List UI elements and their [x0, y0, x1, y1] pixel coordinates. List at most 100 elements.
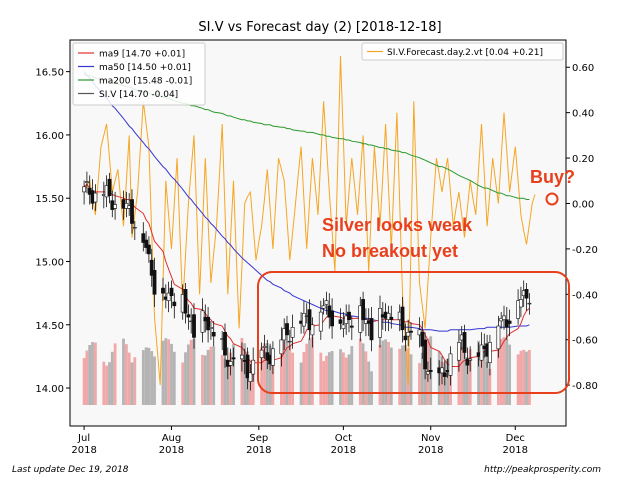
candle-body: [389, 316, 394, 321]
volume-bar: [150, 351, 154, 405]
volume-bar: [82, 358, 86, 405]
volume-bar: [265, 343, 269, 405]
right-tick-label: 0.40: [572, 109, 594, 120]
volume-bar: [271, 351, 275, 405]
volume-bar: [209, 346, 213, 405]
volume-bar: [164, 338, 168, 405]
chart-title: SI.V vs Forecast day (2) [2018-12-18]: [198, 20, 441, 35]
candle-body: [132, 227, 137, 229]
volume-bar: [401, 345, 404, 405]
candle-body: [307, 309, 312, 331]
volume-bar: [519, 350, 523, 405]
candle-body: [527, 302, 532, 305]
candle-body: [318, 311, 323, 332]
candle-body: [166, 292, 171, 302]
volume-bar: [187, 344, 190, 405]
volume-bar: [502, 337, 506, 405]
candle-body: [502, 315, 506, 320]
candle-body: [231, 357, 236, 360]
candle-body: [409, 330, 413, 333]
left-tick-label: 14.00: [35, 384, 64, 395]
volume-bar: [268, 345, 272, 405]
candle-body: [183, 288, 188, 314]
volume-bar: [285, 341, 289, 405]
volume-bar: [88, 345, 92, 405]
candle-body: [223, 331, 227, 356]
candle-body: [465, 358, 470, 366]
volume-bar: [308, 338, 311, 405]
candle-body: [113, 204, 118, 209]
right-tick-label: -0.20: [572, 245, 598, 256]
legends: ma9 [14.70 +0.01] ma50 [14.50 +0.01] ma200…: [72, 42, 564, 106]
x-tick-label: 2018: [331, 445, 356, 456]
volume-bar: [282, 341, 286, 405]
x-tick-label: Sep: [249, 433, 268, 444]
volume-bar: [347, 354, 351, 405]
volume-bar: [446, 358, 449, 405]
volume-bar: [398, 348, 402, 405]
volume-bar: [378, 345, 382, 405]
candle-body: [403, 335, 408, 341]
x-tick-label: Dec: [506, 433, 525, 444]
candle-body: [144, 239, 149, 248]
right-tick-label: 0.20: [572, 154, 594, 165]
candle-body: [321, 305, 326, 309]
candle-body: [248, 372, 253, 382]
volume-bar: [192, 338, 196, 405]
volume-bar: [319, 352, 323, 405]
candle-body: [149, 259, 154, 276]
volume-bar: [361, 343, 365, 405]
left-tick-label: 14.50: [35, 321, 64, 332]
volume-bar: [113, 343, 117, 405]
footer-url: http://peakprosperity.com: [484, 465, 601, 475]
volume-bar: [172, 351, 176, 405]
volume-bar: [110, 351, 114, 406]
volume-bar: [364, 351, 368, 406]
candle-body: [186, 314, 191, 318]
candle-body: [147, 244, 151, 255]
highlight-box: [257, 271, 570, 394]
volume-bar: [94, 342, 97, 405]
candle-body: [172, 301, 177, 307]
candle-body: [141, 233, 146, 243]
volume-bar: [389, 347, 393, 405]
candle-body: [130, 199, 134, 224]
x-tick-label: 2018: [503, 445, 528, 456]
left-tick-label: 15.00: [35, 257, 64, 268]
volume-bar: [181, 362, 185, 405]
candle-body: [347, 311, 351, 321]
volume-bar: [322, 361, 325, 405]
candle-body: [518, 299, 523, 308]
volume-bar: [161, 340, 165, 405]
candle-body: [107, 178, 112, 196]
volume-bar: [206, 349, 210, 405]
legend-label: SI.V.Forecast.day.2.vt [0.04 +0.21]: [387, 48, 543, 58]
volume-bar: [127, 352, 131, 405]
candle-body: [209, 326, 213, 329]
candle-body: [487, 342, 492, 364]
volume-bar: [384, 339, 387, 405]
volume-bar: [212, 346, 216, 405]
volume-bar: [409, 354, 413, 405]
x-tick-label: 2018: [246, 445, 271, 456]
candle-body: [479, 344, 484, 361]
volume-bar: [497, 344, 500, 405]
candle-body: [425, 371, 430, 375]
buy-label: Buy?: [530, 167, 575, 187]
volume-bar: [141, 350, 145, 405]
candle-body: [496, 325, 501, 350]
candle-body: [310, 324, 315, 336]
volume-bar: [153, 356, 156, 405]
candle-body: [240, 354, 244, 360]
volume-bar: [420, 352, 424, 405]
candle-body: [369, 318, 374, 341]
volume-bar: [344, 357, 348, 405]
candle-body: [516, 300, 521, 319]
volume-bar: [468, 349, 472, 405]
volume-bar: [280, 344, 283, 405]
candle-body: [361, 299, 366, 320]
volume-bar: [105, 365, 108, 405]
price-candles: [82, 171, 532, 391]
right-tick-label: -0.60: [572, 336, 598, 347]
volume-bar: [508, 344, 511, 405]
